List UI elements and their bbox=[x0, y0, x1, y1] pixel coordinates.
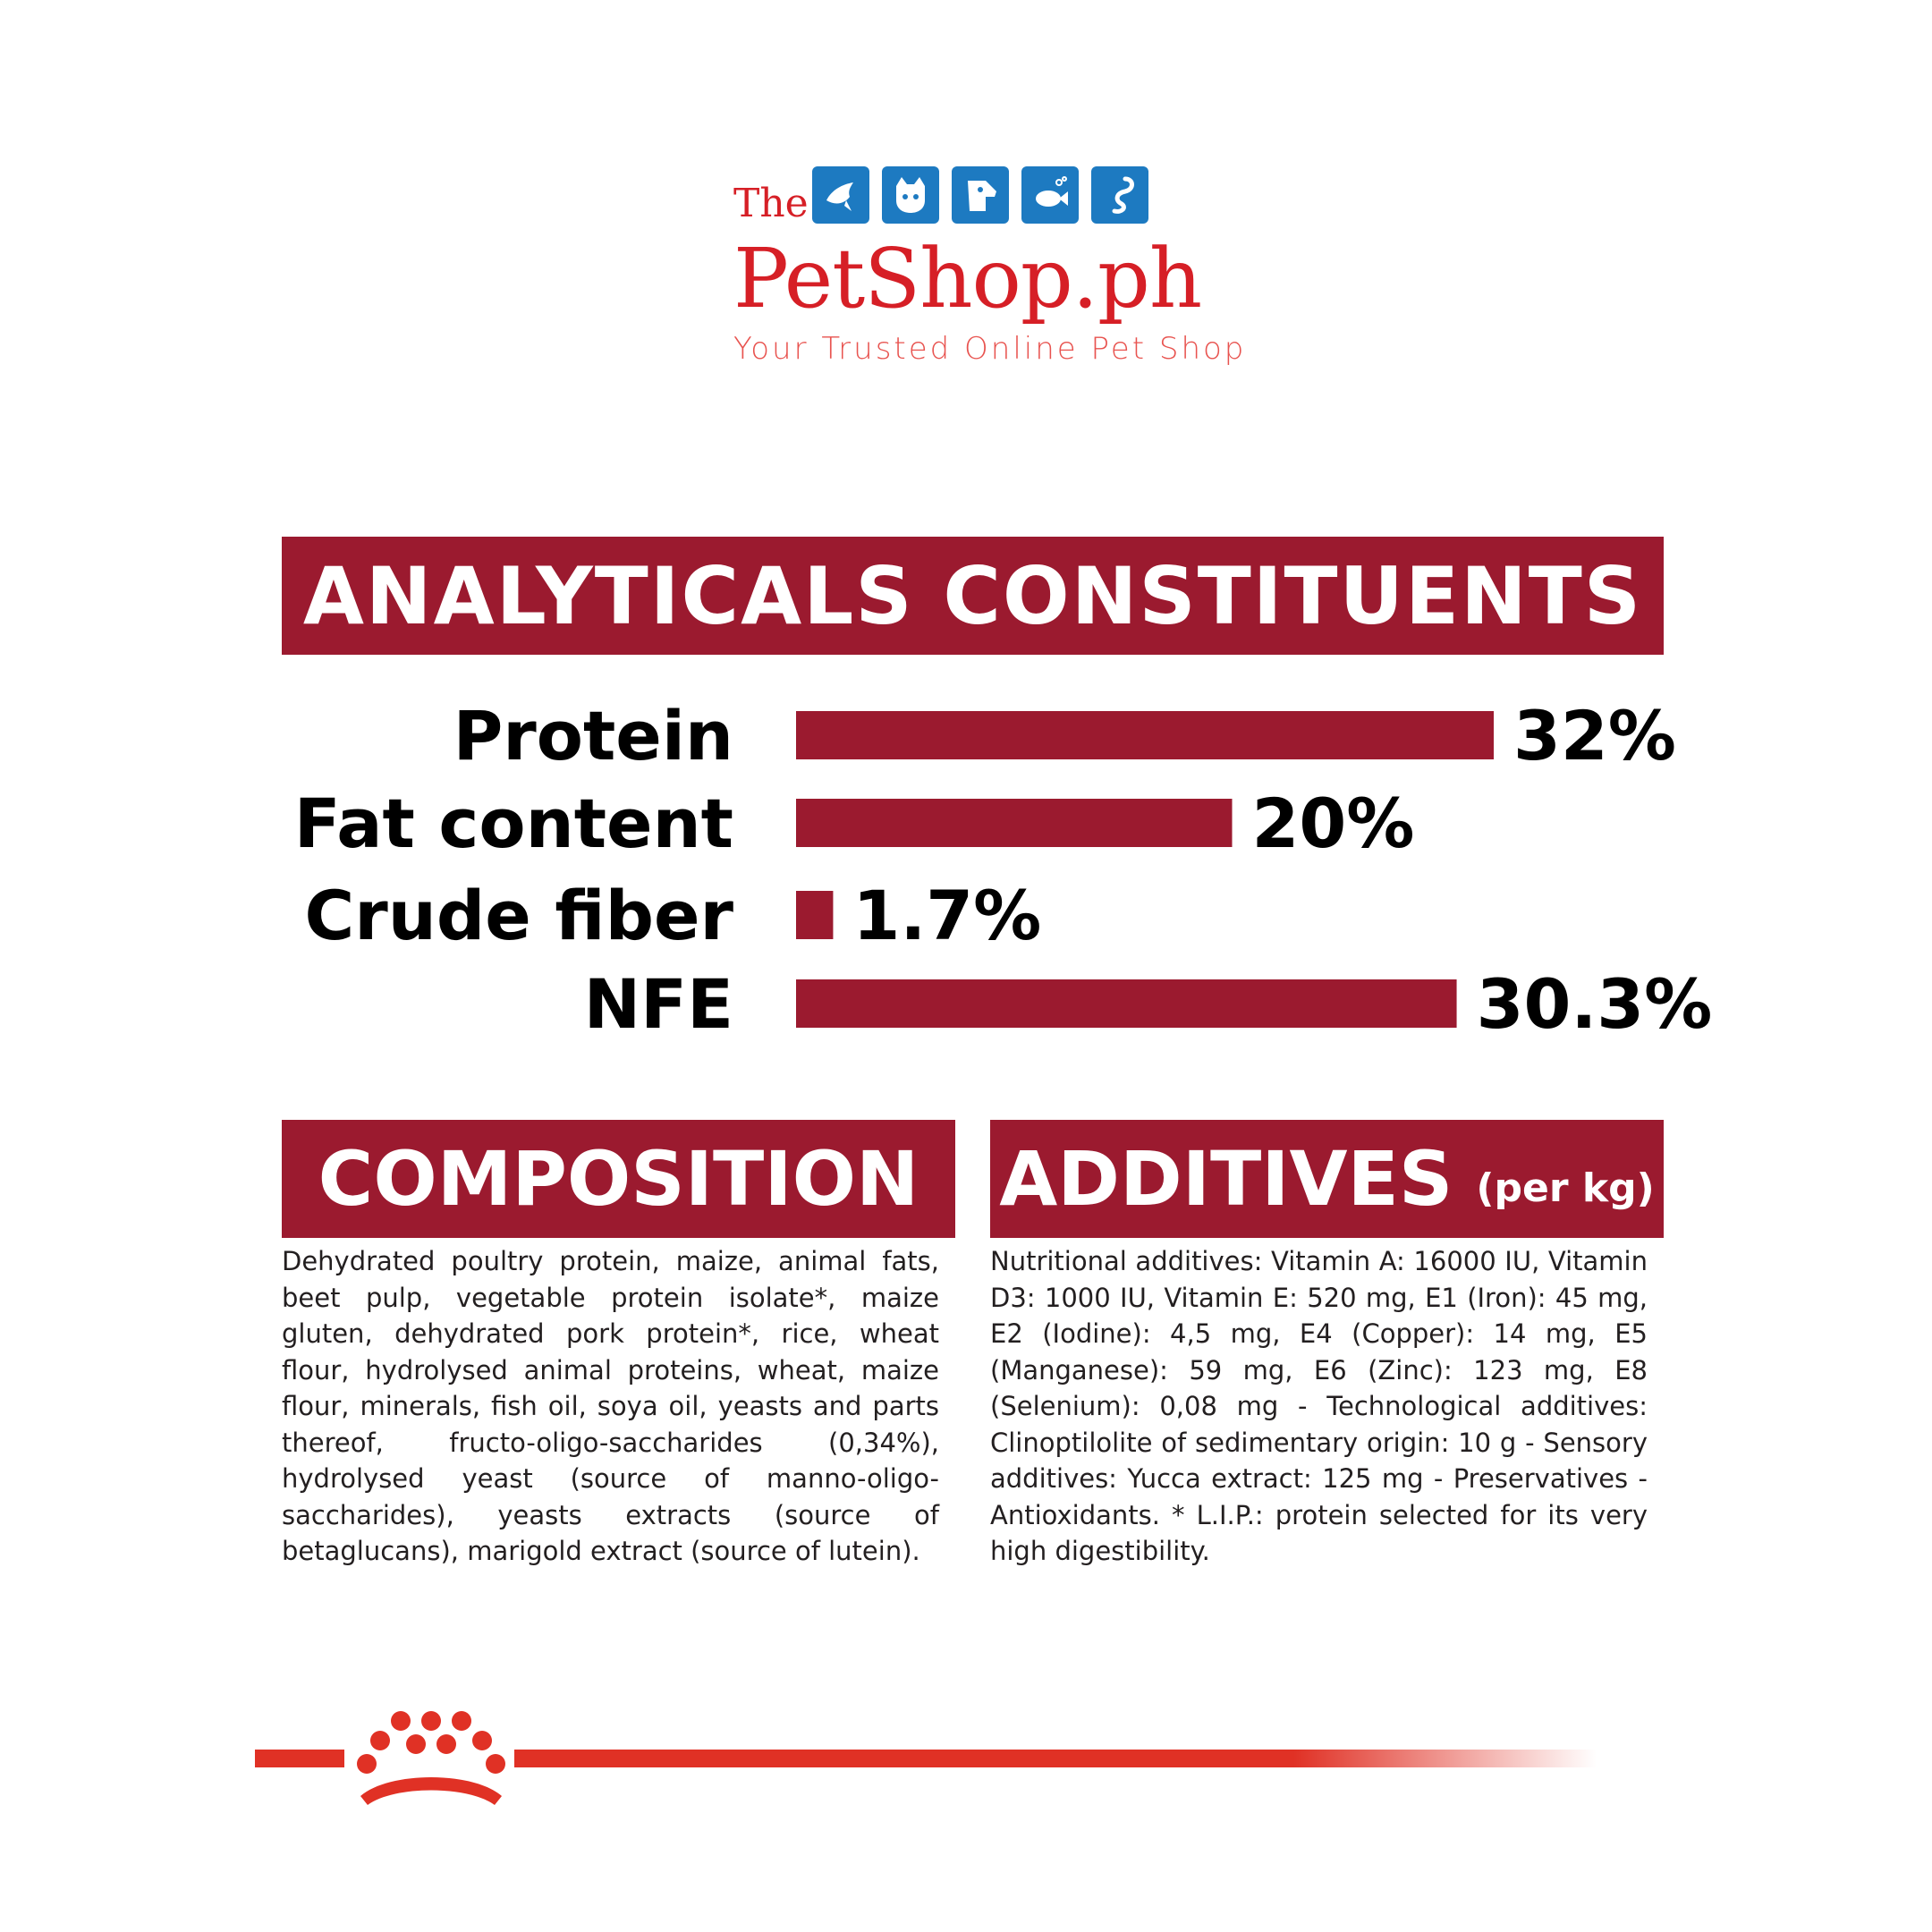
snake-icon bbox=[1091, 166, 1148, 224]
composition-heading: COMPOSITION bbox=[282, 1120, 955, 1238]
value-label: 20% bbox=[1252, 784, 1415, 863]
category-label: NFE bbox=[584, 964, 733, 1044]
analytics-bar-chart: Protein 32% Fat content 20% Crude fiber 1.7% N… bbox=[294, 696, 1713, 1044]
logo-tagline: Your Trusted Online Pet Shop bbox=[733, 331, 1247, 367]
category-label: Protein bbox=[453, 696, 733, 775]
additives-heading-title: ADDITIVES bbox=[999, 1135, 1453, 1223]
dog-icon bbox=[952, 166, 1009, 224]
additives-heading: ADDITIVES (per kg) bbox=[990, 1120, 1664, 1238]
value-label: 30.3% bbox=[1477, 964, 1713, 1044]
bar bbox=[796, 711, 1494, 759]
composition-text: Dehydrated poultry protein, maize, anima… bbox=[282, 1246, 939, 1566]
additives-heading-suffix: (per kg) bbox=[1476, 1165, 1655, 1211]
bird-icon bbox=[812, 166, 869, 224]
bar bbox=[796, 799, 1233, 847]
category-label: Fat content bbox=[294, 784, 733, 863]
fish-icon bbox=[1021, 166, 1079, 224]
additives-text: Nutritional additives: Vitamin A: 16000 … bbox=[990, 1246, 1648, 1566]
logo-icons bbox=[812, 166, 1148, 224]
footer-line bbox=[255, 1711, 1597, 1805]
analytics-heading: ANALYTICALS CONSTITUENTS bbox=[282, 537, 1664, 655]
category-label: Crude fiber bbox=[304, 876, 733, 955]
petshop-logo: The PetShop.ph Your Trusted Online Pet S… bbox=[733, 161, 1243, 376]
value-label: 32% bbox=[1513, 696, 1676, 775]
bar bbox=[796, 979, 1457, 1028]
bar bbox=[796, 891, 834, 939]
logo-name: PetShop.ph bbox=[733, 231, 1202, 326]
cat-icon bbox=[882, 166, 939, 224]
value-label: 1.7% bbox=[852, 876, 1041, 955]
crown-icon bbox=[357, 1711, 505, 1805]
logo-the: The bbox=[733, 181, 809, 226]
